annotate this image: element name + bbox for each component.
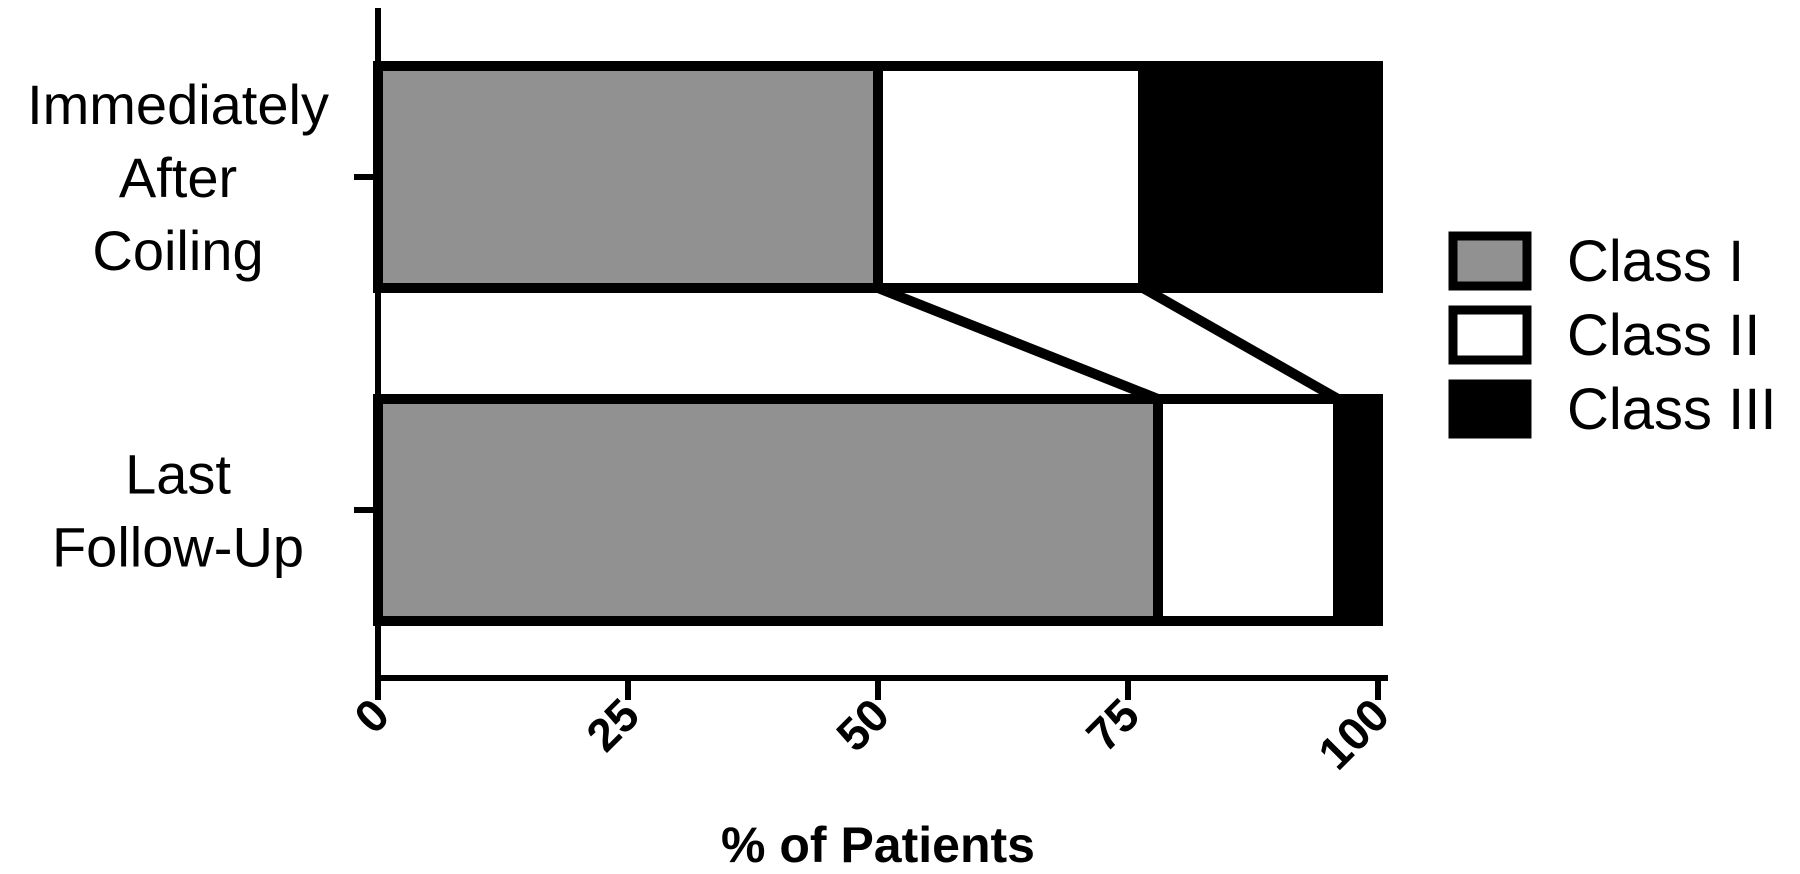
category-label-line: After [119,146,237,209]
category-label-line: Follow-Up [52,516,304,579]
bar-class-i-0 [373,61,883,293]
category-labels: Immediately After Coiling Last Follow-Up [27,73,329,579]
x-tick-label-1: 25 [576,688,649,761]
x-tick-label-3: 75 [1076,688,1149,761]
connector-line-0 [873,283,1163,404]
legend-swatch-class-i [1448,231,1532,291]
x-axis-title: % of Patients [721,817,1035,873]
legend-swatch-class-ii [1448,305,1532,365]
category-label-1: Last Follow-Up [52,443,304,579]
category-label-line: Last [125,443,231,506]
legend-label-class-iii: Class III [1567,377,1777,442]
legend-swatch-class-iii [1448,379,1532,439]
bar-class-ii-0 [873,61,1148,293]
connector-line-1 [1138,283,1343,404]
bars-group [373,61,1383,626]
bar-class-ii-1 [1153,394,1343,626]
bar-class-i-1 [373,394,1163,626]
legend-label-class-ii: Class II [1567,303,1760,368]
bar-class-iii-1 [1333,394,1383,626]
legend: Class I Class II Class III [1448,229,1777,442]
legend-label-class-i: Class I [1567,229,1744,294]
x-tick-label-2: 50 [826,688,899,761]
category-label-line: Coiling [92,219,263,282]
connector-lines [873,283,1343,404]
x-tick-label-4: 100 [1308,688,1399,779]
category-label-line: Immediately [27,73,329,136]
x-tick-label-0: 0 [344,688,399,743]
bar-class-iii-0 [1138,61,1383,293]
axes-group [354,8,1388,700]
category-label-0: Immediately After Coiling [27,73,329,282]
x-tick-labels: 0 25 50 75 100 [344,688,1399,779]
